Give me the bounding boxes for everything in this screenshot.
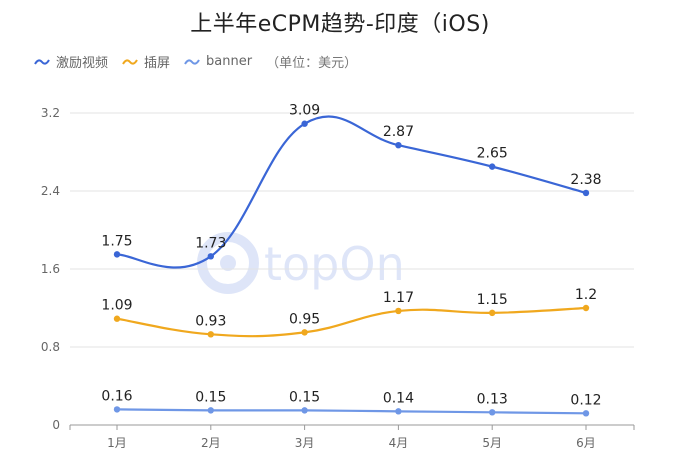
- series-rewarded-video-data-label: 2.38: [570, 172, 601, 188]
- series-banner-point[interactable]: [301, 407, 308, 414]
- x-tick-label: 4月: [389, 436, 409, 450]
- series-banner-data-label: 0.15: [289, 389, 320, 405]
- x-tick-label: 3月: [295, 436, 315, 450]
- series-banner-line: [116, 408, 587, 415]
- y-tick-label: 1.6: [41, 262, 60, 276]
- series-banner-point[interactable]: [582, 410, 590, 417]
- series-banner-point[interactable]: [489, 409, 496, 416]
- series-rewarded-video-point[interactable]: [489, 163, 496, 170]
- series-interstitial-point[interactable]: [395, 307, 402, 315]
- x-tick-label: 6月: [576, 436, 596, 450]
- series-rewarded-video-point[interactable]: [207, 253, 214, 260]
- series-interstitial-line: [116, 306, 587, 338]
- series-interstitial-point[interactable]: [582, 304, 590, 312]
- x-tick-label: 2月: [201, 436, 221, 450]
- series-banner-data-label: 0.16: [101, 388, 132, 404]
- y-tick-label: 2.4: [41, 184, 60, 198]
- series-rewarded-video-line: [116, 115, 587, 269]
- legend-wave-icon: [122, 58, 138, 65]
- series-rewarded-video-point[interactable]: [395, 141, 402, 149]
- y-tick-label: 0: [52, 418, 60, 432]
- series-rewarded-video-point[interactable]: [113, 251, 121, 258]
- series-banner-point[interactable]: [395, 408, 402, 415]
- series-rewarded-video-data-label: 2.65: [477, 146, 508, 162]
- legend-wave-icon: [184, 58, 200, 65]
- series-interstitial-point[interactable]: [489, 309, 496, 317]
- series-rewarded-video-point[interactable]: [301, 120, 308, 127]
- y-tick-label: 3.2: [41, 106, 60, 120]
- series-banner-data-label: 0.13: [477, 391, 508, 407]
- series-rewarded-video-data-label: 2.87: [383, 124, 414, 140]
- series-interstitial-data-label: 0.93: [195, 313, 226, 329]
- series-interstitial-data-label: 1.17: [383, 290, 414, 306]
- series-rewarded-video-data-label: 1.73: [195, 235, 226, 251]
- series-banner-data-label: 0.15: [195, 389, 226, 405]
- series-rewarded-video-point[interactable]: [582, 189, 590, 197]
- series-interstitial-point[interactable]: [207, 331, 214, 338]
- legend-item-rewarded-video[interactable]: 激励视频: [34, 52, 108, 71]
- series-interstitial-data-label: 1.15: [477, 292, 508, 308]
- x-tick-label: 1月: [107, 436, 127, 450]
- series-interstitial-point[interactable]: [113, 315, 121, 322]
- legend: 激励视频 插屏 banner （单位：美元）: [34, 52, 357, 71]
- series-banner-data-label: 0.12: [570, 392, 601, 408]
- legend-label: banner: [206, 54, 253, 69]
- legend-item-interstitial[interactable]: 插屏: [122, 52, 170, 71]
- series-banner-data-label: 0.14: [383, 390, 414, 406]
- series-interstitial-data-label: 1.2: [575, 287, 597, 303]
- series-banner-point[interactable]: [113, 406, 121, 413]
- series-interstitial-data-label: 0.95: [289, 311, 320, 327]
- series-rewarded-video-data-label: 3.09: [289, 103, 320, 119]
- series-interstitial-point[interactable]: [301, 329, 308, 336]
- legend-label: 插屏: [144, 56, 171, 71]
- unit-note: （单位：美元）: [266, 56, 358, 71]
- legend-wave-icon: [34, 58, 50, 65]
- legend-label: 激励视频: [56, 56, 109, 71]
- chart-title: 上半年eCPM趋势-印度（iOS): [190, 12, 490, 37]
- series-banner-point[interactable]: [207, 407, 214, 414]
- series-interstitial-data-label: 1.09: [101, 298, 132, 314]
- series-rewarded-video-data-label: 1.75: [101, 233, 132, 249]
- x-tick-label: 5月: [482, 436, 502, 450]
- y-tick-label: 0.8: [41, 340, 60, 354]
- legend-item-banner[interactable]: banner: [184, 54, 252, 69]
